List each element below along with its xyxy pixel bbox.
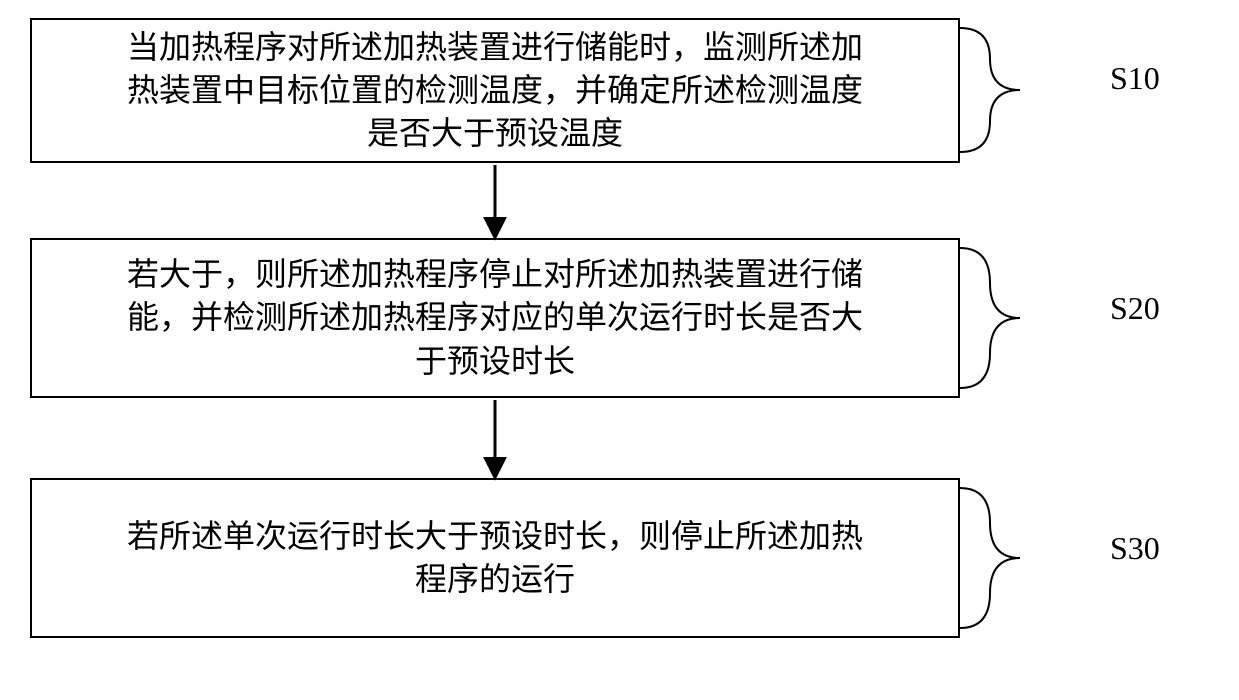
flow-node-s20: 若大于，则所述加热程序停止对所述加热装置进行储 能，并检测所述加热程序对应的单次… xyxy=(30,238,960,398)
step-label-s30: S30 xyxy=(1110,530,1160,567)
step-label-s10: S10 xyxy=(1110,60,1160,97)
flow-node-s10: 当加热程序对所述加热装置进行储能时，监测所述加 热装置中目标位置的检测温度，并确… xyxy=(30,18,960,163)
step-label-s20: S20 xyxy=(1110,290,1160,327)
flow-node-s30: 若所述单次运行时长大于预设时长，则停止所述加热 程序的运行 xyxy=(30,478,960,638)
flowchart-canvas: 当加热程序对所述加热装置进行储能时，监测所述加 热装置中目标位置的检测温度，并确… xyxy=(0,0,1239,700)
